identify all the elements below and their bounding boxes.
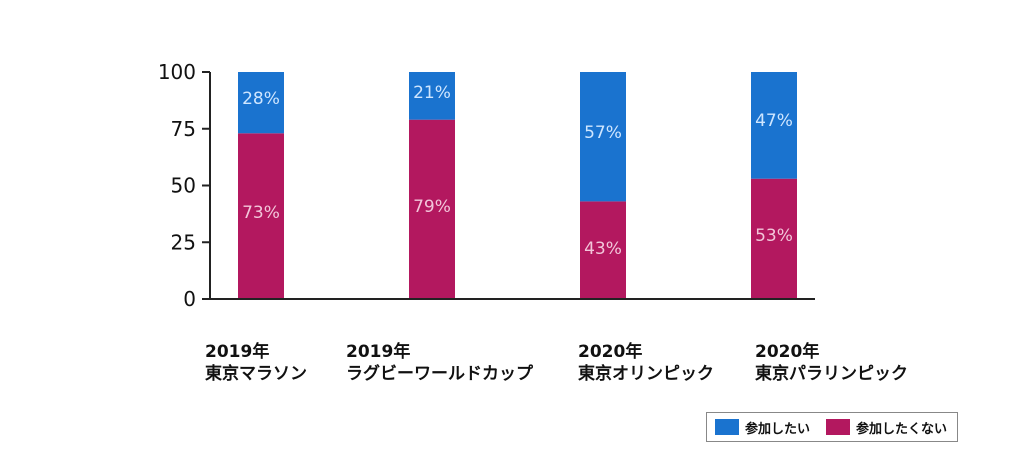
category-label-2-line-0: 2020年 [578,342,643,362]
data-label-not-want-1: 79% [413,197,451,217]
legend-item-want: 参加したい [715,418,810,437]
data-label-want-1: 21% [413,83,451,103]
data-label-want-3: 47% [755,111,793,131]
data-label-not-want-2: 43% [584,239,622,259]
data-label-want-0: 28% [242,89,280,109]
bar-want-3 [751,72,797,179]
category-label-1-line-0: 2019年 [346,342,411,362]
data-label-want-2: 57% [584,123,622,143]
bar-want-2 [580,72,626,202]
category-label-0-line-1: 東京マラソン [205,364,307,384]
data-label-not-want-0: 73% [242,203,280,223]
y-tick-label-100: 100 [158,60,196,84]
legend-label-not-want: 参加したくない [856,421,948,437]
category-label-1-line-1: ラグビーワールドカップ [346,364,533,384]
bar-not-want-2 [580,201,626,299]
axes-group: 0 25 50 75 100 [158,60,815,311]
data-label-not-want-3: 53% [755,226,793,246]
bar-want-1 [409,72,455,120]
legend-swatch-not-want [826,419,851,435]
bar-not-want-1 [409,119,455,299]
bar-not-want-3 [751,178,797,299]
category-label-0: 2019年 東京マラソン [205,341,445,385]
bars-group: 73% 28% 79% 21% 43% 57% 53% 47% [238,72,797,299]
category-label-3-line-0: 2020年 [755,342,820,362]
category-label-2-line-1: 東京オリンピック [578,364,714,384]
category-label-3-line-1: 東京パラリンピック [755,364,908,384]
bar-want-0 [238,72,284,134]
legend-label-want: 参加したい [745,421,811,437]
category-label-3: 2020年 東京パラリンピック [755,341,995,385]
category-label-2: 2020年 東京オリンピック [578,341,818,385]
y-tick-label-50: 50 [171,174,196,198]
category-label-1: 2019年 ラグビーワールドカップ [346,341,586,385]
legend-item-not-want: 参加したくない [826,418,947,437]
y-tick-label-0: 0 [183,287,196,311]
legend: 参加したい 参加したくない [706,412,958,442]
y-tick-label-75: 75 [171,117,196,141]
category-label-0-line-0: 2019年 [205,342,270,362]
y-tick-label-25: 25 [171,230,196,254]
legend-swatch-want [715,419,739,435]
bar-not-want-0 [238,133,284,299]
